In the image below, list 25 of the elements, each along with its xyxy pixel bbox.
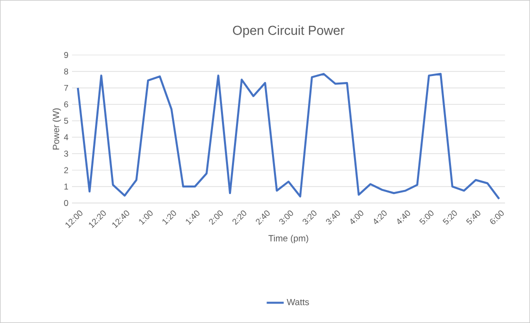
y-tick-label: 0 xyxy=(64,200,68,206)
x-tick-label: 4:20 xyxy=(374,210,387,224)
y-tick-label: 4 xyxy=(64,134,68,140)
y-tick-label: 3 xyxy=(64,150,68,157)
y-tick-label: 1 xyxy=(64,184,68,190)
x-tick-label: 5:00 xyxy=(419,210,434,224)
x-tick-label: 4:00 xyxy=(350,210,364,224)
y-tick-label: 7 xyxy=(64,84,68,91)
x-tick-label: 6:00 xyxy=(490,210,504,224)
y-tick-label: 5 xyxy=(64,118,68,124)
chart-title: Open Circuit Power xyxy=(232,25,344,38)
x-axis-title: Time (pm) xyxy=(268,234,308,244)
x-tick-label: 5:20 xyxy=(442,210,457,224)
legend-label: Watts xyxy=(286,298,309,306)
x-tick-label: 5:40 xyxy=(466,210,480,224)
y-tick-label: 9 xyxy=(64,52,68,58)
y-tick-label: 2 xyxy=(64,167,68,174)
x-tick-label: 4:40 xyxy=(397,210,410,224)
x-tick-label: 3:40 xyxy=(326,210,340,224)
x-tick-label: 3:00 xyxy=(279,210,294,224)
y-tick-label: 6 xyxy=(64,101,68,108)
x-tick-label: 3:20 xyxy=(302,210,316,224)
line-series xyxy=(76,72,500,200)
y-axis-title: Power (W) xyxy=(52,108,61,150)
y-tick-label: 8 xyxy=(64,68,68,74)
